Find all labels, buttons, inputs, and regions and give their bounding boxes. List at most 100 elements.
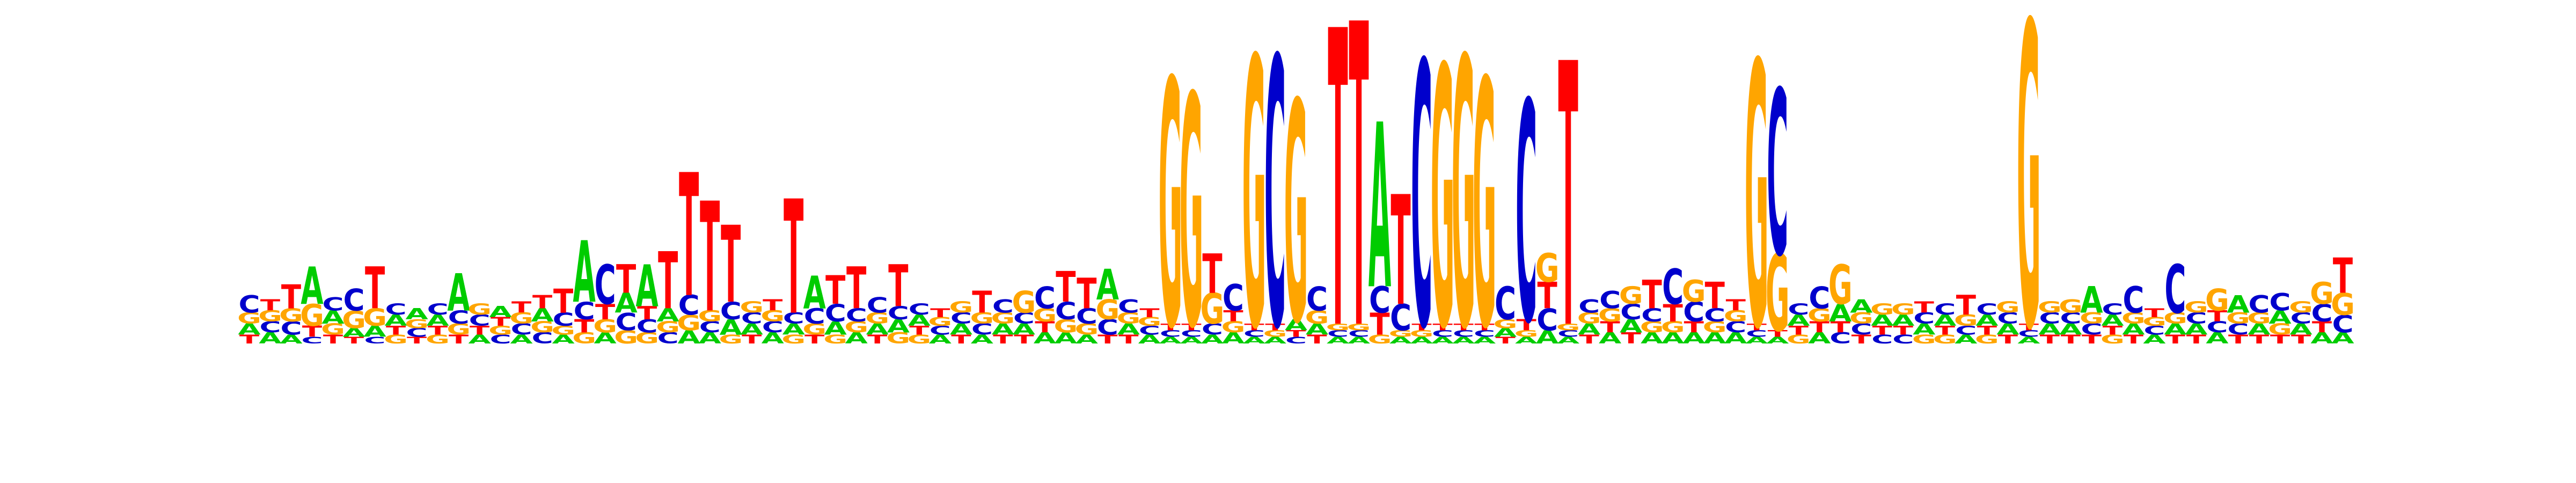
logo-letter-c-pos-91: C xyxy=(2123,280,2144,321)
logo-letter-a-pos-77: A xyxy=(1829,299,1852,327)
logo-letter-c-pos-88: C xyxy=(2060,310,2081,327)
logo-letter-a-pos-84: A xyxy=(1975,312,1999,330)
logo-letter-t-pos-10: T xyxy=(428,324,448,338)
logo-letter-t-pos-18: T xyxy=(595,300,616,324)
logo-letter-c-pos-59: C xyxy=(1453,328,1474,339)
logo-letter-c-pos-73: C xyxy=(1746,328,1767,339)
logo-letter-a-pos-63: A xyxy=(1536,327,1558,348)
logo-letter-t-pos-84: T xyxy=(1977,324,1997,338)
logo-letter-g-pos-70: G xyxy=(1682,274,1706,309)
logo-letter-g-pos-3: G xyxy=(279,305,303,326)
logo-letter-g-pos-42: G xyxy=(1095,295,1119,326)
logo-letter-a-pos-19: A xyxy=(615,288,638,319)
logo-letter-g-pos-52: G xyxy=(1305,307,1329,328)
logo-letter-c-pos-79: C xyxy=(1871,332,1893,346)
logo-letter-a-pos-50: A xyxy=(1264,335,1287,346)
logo-letter-c-pos-51: C xyxy=(1285,335,1307,346)
logo-letter-a-pos-55: A xyxy=(1368,76,1392,340)
logo-letter-t-pos-75: T xyxy=(1789,324,1809,338)
logo-letter-g-pos-24: G xyxy=(719,332,743,346)
logo-letter-g-pos-89: G xyxy=(2080,310,2104,327)
logo-letter-a-pos-40: A xyxy=(1055,330,1078,347)
logo-letter-c-pos-92: C xyxy=(2143,324,2165,338)
logo-letter-c-pos-26: C xyxy=(762,319,784,336)
logo-letter-c-pos-39: C xyxy=(1034,281,1056,316)
logo-letter-a-pos-88: A xyxy=(2059,321,2082,338)
logo-letter-a-pos-79: A xyxy=(1871,312,1894,330)
logo-letter-g-pos-82: G xyxy=(1933,332,1957,346)
logo-letter-c-pos-43: C xyxy=(1118,296,1139,317)
logo-letter-a-pos-29: A xyxy=(824,318,847,339)
logo-letter-t-pos-87: T xyxy=(2040,332,2060,346)
logo-letter-a-pos-23: A xyxy=(699,330,722,347)
logo-letter-c-pos-98: C xyxy=(2269,288,2290,316)
logo-letter-a-pos-85: A xyxy=(1996,321,2019,338)
logo-letter-g-pos-5: G xyxy=(321,321,345,338)
logo-letter-a-pos-32: A xyxy=(887,316,910,336)
logo-letter-a-pos-7: A xyxy=(363,323,386,340)
logo-letter-c-pos-17: C xyxy=(574,297,595,325)
logo-letter-g-pos-88: G xyxy=(2059,296,2083,317)
logo-letter-t-pos-31: T xyxy=(867,332,888,346)
logo-letter-t-pos-30: T xyxy=(846,255,866,322)
logo-letter-t-pos-20: T xyxy=(637,303,657,324)
logo-letter-a-pos-78: A xyxy=(1850,296,1872,317)
logo-letter-g-pos-54: G xyxy=(1347,322,1371,333)
logo-letter-g-pos-26: G xyxy=(760,308,785,325)
logo-letter-c-pos-33: C xyxy=(909,301,930,318)
logo-letter-g-pos-96: G xyxy=(2226,310,2250,327)
logo-letter-t-pos-55: T xyxy=(1370,308,1389,342)
logo-letter-c-pos-28: C xyxy=(804,305,825,329)
logo-letter-g-pos-65: G xyxy=(1577,310,1601,327)
logo-letter-c-pos-21: C xyxy=(657,330,679,347)
logo-letter-t-pos-16: T xyxy=(553,282,573,320)
logo-letter-a-pos-33: A xyxy=(908,312,931,330)
logo-letter-a-pos-96: A xyxy=(2227,290,2250,318)
logo-letter-a-pos-4: A xyxy=(301,257,323,316)
logo-letter-c-pos-55: C xyxy=(1369,280,1391,321)
logo-letter-c-pos-89: C xyxy=(2081,321,2102,338)
logo-letter-g-pos-7: G xyxy=(363,304,387,332)
logo-letter-c-pos-71: C xyxy=(1704,305,1725,326)
logo-letter-c-pos-101: C xyxy=(2332,310,2353,338)
logo-letter-t-pos-40: T xyxy=(1056,262,1075,312)
logo-letter-c-pos-35: C xyxy=(950,310,972,327)
logo-letter-c-pos-62: C xyxy=(1516,41,1537,391)
logo-letter-a-pos-26: A xyxy=(762,330,785,347)
logo-letter-t-pos-79: T xyxy=(1872,324,1893,338)
logo-letter-a-pos-73: A xyxy=(1745,335,1768,346)
logo-letter-t-pos-68: T xyxy=(1642,273,1662,318)
logo-letter-t-pos-21: T xyxy=(658,236,678,327)
logo-letter-t-pos-50: T xyxy=(1265,322,1285,333)
logo-letter-c-pos-93: C xyxy=(2164,251,2186,328)
logo-letter-a-pos-17: A xyxy=(573,223,596,321)
logo-letter-c-pos-64: C xyxy=(1557,328,1579,339)
logo-letter-g-pos-64: G xyxy=(1556,322,1580,333)
logo-letter-t-pos-101: T xyxy=(2333,248,2353,304)
logo-letter-c-pos-96: C xyxy=(2227,321,2249,338)
logo-letter-a-pos-11: A xyxy=(447,264,470,323)
logo-letter-c-pos-27: C xyxy=(783,310,804,327)
logo-letter-t-pos-65: T xyxy=(1579,332,1600,346)
logo-letter-g-pos-41: G xyxy=(1074,321,1099,338)
logo-letter-c-pos-36: C xyxy=(971,321,993,338)
logo-letter-a-pos-65: A xyxy=(1578,321,1601,338)
logo-letter-c-pos-30: C xyxy=(846,305,867,326)
logo-letter-c-pos-42: C xyxy=(1097,316,1118,340)
logo-letter-g-pos-90: G xyxy=(2101,332,2125,346)
logo-letter-t-pos-24: T xyxy=(721,204,741,327)
logo-letter-t-pos-60: T xyxy=(1474,322,1495,333)
logo-letter-t-pos-98: T xyxy=(2270,332,2290,346)
logo-letter-a-pos-81: A xyxy=(1913,321,1936,338)
logo-letter-c-pos-87: C xyxy=(2039,310,2060,327)
logo-letter-a-pos-57: A xyxy=(1410,335,1433,346)
logo-letter-t-pos-83: T xyxy=(1956,290,1976,322)
logo-letter-g-pos-62: G xyxy=(1514,328,1539,339)
logo-letter-t-pos-9: T xyxy=(407,335,427,346)
logo-letter-c-pos-60: C xyxy=(1474,328,1495,339)
logo-letter-a-pos-64: A xyxy=(1557,335,1580,346)
logo-letter-g-pos-13: G xyxy=(488,324,513,338)
logo-letter-g-pos-80: G xyxy=(1891,301,1915,318)
logo-letter-c-pos-52: C xyxy=(1306,280,1328,318)
logo-letter-t-pos-49: T xyxy=(1244,322,1264,333)
